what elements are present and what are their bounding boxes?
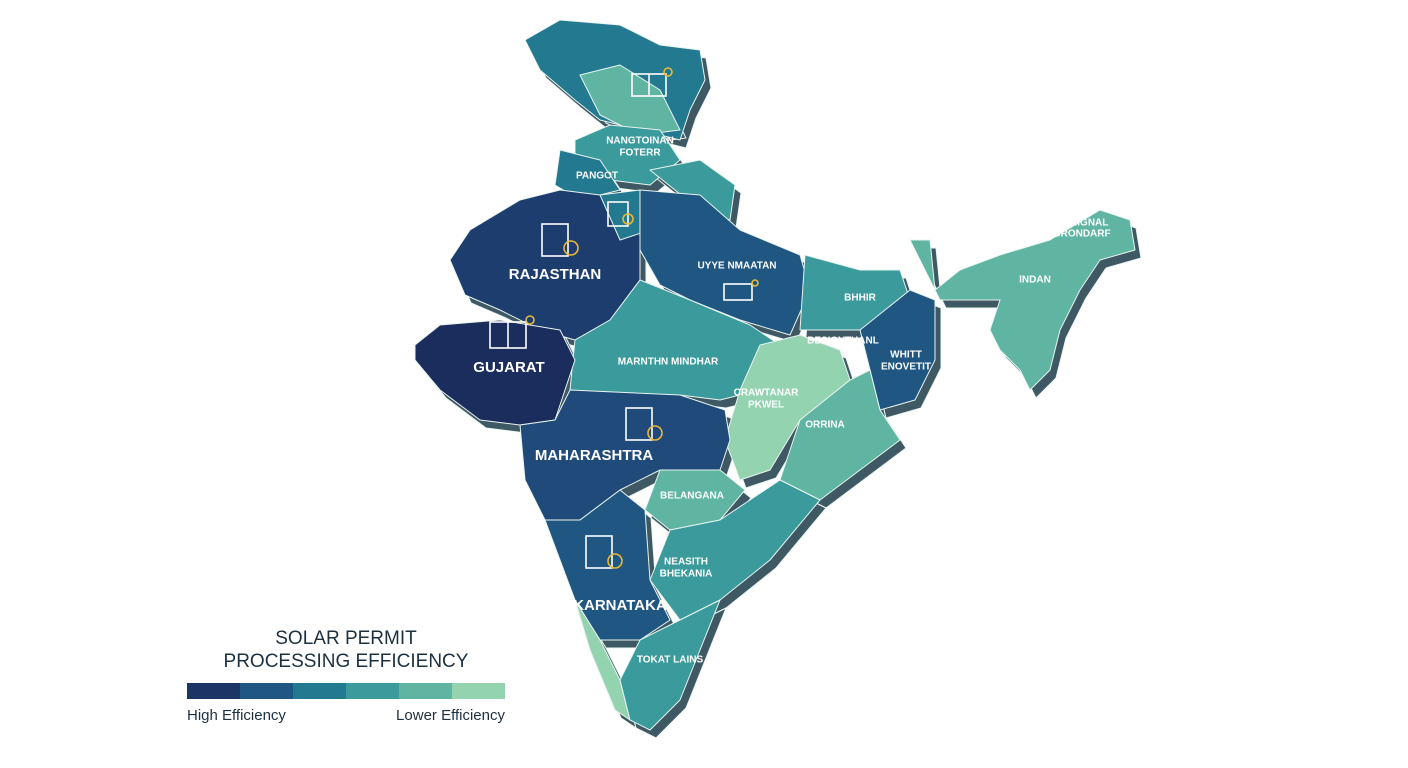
state: [639, 189, 811, 336]
check: [647, 425, 663, 441]
region-label: NEASITH: [664, 557, 708, 568]
state: [649, 479, 821, 621]
region-label: RAJASTHAN: [509, 266, 602, 283]
legend-swatch: [187, 683, 240, 699]
panel: [723, 283, 753, 301]
region-label: TOKAT LAINS: [637, 655, 704, 666]
legend: SOLAR PERMIT PROCESSING EFFICIENCY High …: [187, 628, 505, 724]
legend-swatch: [293, 683, 346, 699]
region-label: WHITT: [890, 350, 922, 361]
state: [579, 64, 681, 136]
region-label: GUJARAT: [473, 359, 544, 376]
region-label: CRAWTANAR: [734, 388, 800, 399]
region-label: AURIGNAL: [1056, 218, 1109, 229]
check: [607, 553, 623, 569]
sun: [663, 67, 673, 77]
document: [585, 535, 613, 569]
region-label: KARNATAKA: [573, 597, 667, 614]
sun: [525, 315, 535, 325]
state: [724, 334, 851, 481]
legend-title: PROCESSING EFFICIENCY: [224, 651, 469, 672]
region-label: BELANGANA: [660, 491, 724, 502]
region-label: NANGTOINAN: [606, 136, 674, 147]
sun: [751, 279, 759, 287]
region-label: UYYE NMAATAN: [697, 261, 776, 272]
region-label: PKWEL: [748, 400, 784, 411]
region-label: MAHARASHTRA: [535, 447, 653, 464]
region-label: MARNTHN MINDHAR: [618, 357, 719, 368]
document: [625, 407, 653, 441]
region-label: ENOVETIT: [881, 362, 931, 373]
legend-swatch: [399, 683, 452, 699]
state: [909, 209, 1136, 391]
legend-title: SOLAR PERMIT: [275, 628, 417, 649]
document: [541, 223, 569, 257]
legend-swatch: [452, 683, 505, 699]
region-label: FOTERR: [619, 148, 661, 159]
legend-swatch: [240, 683, 293, 699]
region-label: BRONDARF: [1053, 229, 1110, 240]
check: [622, 213, 634, 225]
state: [619, 599, 721, 731]
region-label: BESIOVTHANL: [807, 336, 879, 347]
region-labels: NANGTOINAN FOTERR PANGOT RAJASTHAN GUJAR…: [473, 136, 1110, 666]
legend-label: High Efficiency: [187, 707, 286, 724]
permit-icon: [541, 201, 663, 569]
check: [563, 240, 579, 256]
legend-swatch: [346, 683, 399, 699]
region-label: INDAN: [1019, 275, 1051, 286]
region-label: BHHIR: [844, 293, 876, 304]
region-label: PANGOT: [576, 171, 618, 182]
solar-icon: [489, 67, 759, 349]
state-map: [414, 19, 1136, 731]
legend-label: Lower Efficiency: [396, 707, 505, 724]
region-label: ORRINA: [805, 420, 844, 431]
region-label: BHEKANIA: [660, 569, 713, 580]
